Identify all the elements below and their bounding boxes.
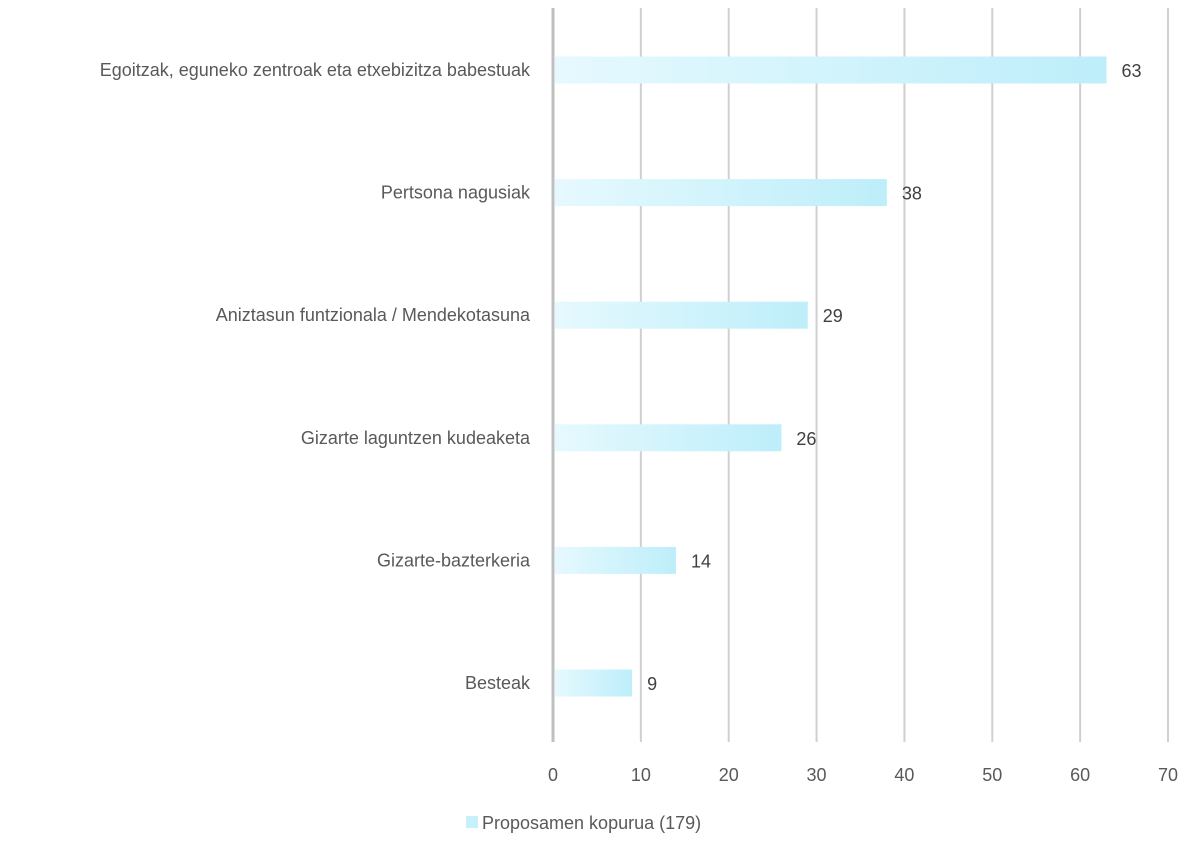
category-label: Besteak bbox=[465, 673, 531, 693]
bar bbox=[555, 424, 782, 452]
x-tick-label: 20 bbox=[719, 765, 739, 785]
bar bbox=[555, 546, 676, 574]
gridlines bbox=[551, 8, 1169, 742]
bar bbox=[555, 179, 887, 207]
x-tick-label: 30 bbox=[807, 765, 827, 785]
category-label: Gizarte-bazterkeria bbox=[377, 550, 531, 570]
data-label: 29 bbox=[823, 306, 843, 326]
legend: Proposamen kopurua (179) bbox=[466, 813, 701, 833]
x-tick-label: 40 bbox=[894, 765, 914, 785]
x-tick-label: 70 bbox=[1158, 765, 1178, 785]
legend-label: Proposamen kopurua (179) bbox=[482, 813, 701, 833]
x-tick-label: 10 bbox=[631, 765, 651, 785]
bars bbox=[555, 56, 1107, 697]
category-label: Pertsona nagusiak bbox=[381, 183, 531, 203]
bar bbox=[555, 669, 633, 697]
data-label: 14 bbox=[691, 551, 711, 571]
x-tick-label: 50 bbox=[982, 765, 1002, 785]
category-label: Gizarte laguntzen kudeaketa bbox=[301, 428, 531, 448]
category-label: Egoitzak, eguneko zentroak eta etxebizit… bbox=[100, 60, 531, 80]
bar bbox=[555, 301, 808, 329]
data-label: 26 bbox=[796, 429, 816, 449]
data-label: 9 bbox=[647, 674, 657, 694]
x-tick-label: 0 bbox=[548, 765, 558, 785]
category-label: Aniztasun funtzionala / Mendekotasuna bbox=[216, 305, 531, 325]
x-tick-label: 60 bbox=[1070, 765, 1090, 785]
labels: 0 10 20 30 40 50 60 70 Egoitzak, eguneko zentroa… bbox=[100, 60, 1178, 785]
data-label: 63 bbox=[1122, 61, 1142, 81]
bar bbox=[555, 56, 1107, 84]
legend-swatch bbox=[466, 816, 478, 828]
data-label: 38 bbox=[902, 184, 922, 204]
